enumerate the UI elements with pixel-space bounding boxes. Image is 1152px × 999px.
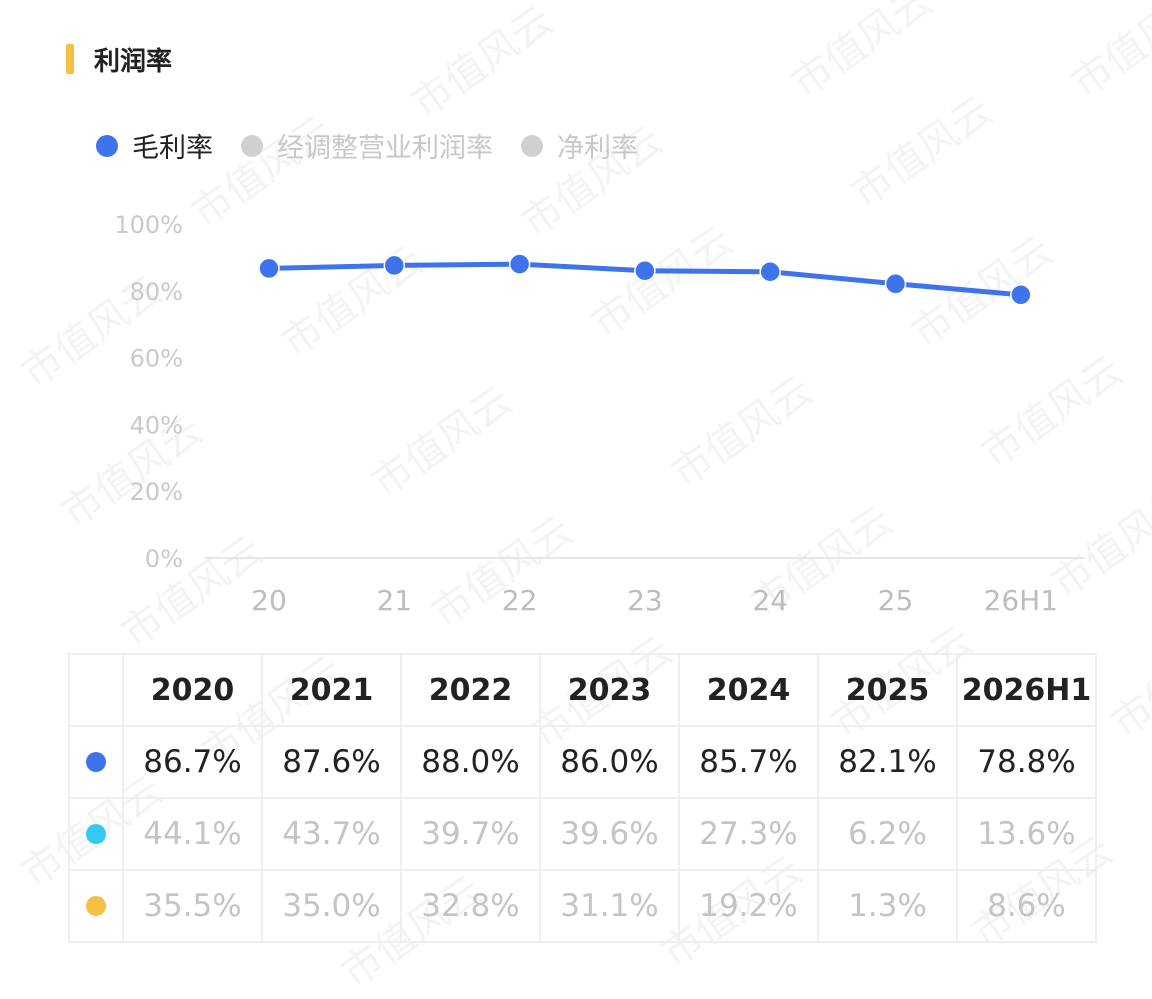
legend-marker	[521, 134, 543, 157]
year-header: 2020	[122, 653, 263, 727]
table-cell: 86.0%	[539, 725, 680, 799]
legend-marker	[96, 134, 118, 157]
series-marker	[86, 896, 106, 916]
table-cell: 88.0%	[400, 725, 541, 799]
legend-label: 毛利率	[132, 133, 213, 164]
table-cell: 1.3%	[817, 869, 958, 943]
y-tick-label: 0%	[145, 545, 183, 573]
y-tick-label: 40%	[130, 411, 183, 439]
series-marker-cell	[68, 725, 124, 799]
year-header: 2022	[400, 653, 541, 727]
table-cell: 8.6%	[956, 869, 1097, 943]
x-tick-label: 25	[878, 584, 914, 617]
data-point	[258, 257, 280, 280]
legend-label: 经调整营业利润率	[277, 133, 493, 164]
table-row: 35.5% 35.0% 32.8% 31.1% 19.2% 1.3% 8.6%	[68, 869, 1097, 943]
table-cell: 44.1%	[122, 797, 263, 871]
table-cell: 39.6%	[539, 797, 680, 871]
x-tick-label: 23	[627, 584, 663, 617]
series-marker	[86, 752, 106, 772]
table-cell: 39.7%	[400, 797, 541, 871]
table-cell: 35.0%	[261, 869, 402, 943]
series-marker-cell	[68, 869, 124, 943]
table-cell: 32.8%	[400, 869, 541, 943]
table-cell: 78.8%	[956, 725, 1097, 799]
x-tick-label: 24	[752, 584, 788, 617]
y-tick-label: 20%	[130, 478, 183, 506]
table-row: 86.7% 87.6% 88.0% 86.0% 85.7% 82.1% 78.8%	[68, 725, 1097, 799]
title-accent-bar	[66, 44, 74, 74]
table-cell: 13.6%	[956, 797, 1097, 871]
series-marker-cell	[68, 797, 124, 871]
data-point	[634, 260, 656, 282]
year-header: 2025	[817, 653, 958, 727]
watermark-text: 市值风云	[398, 0, 562, 129]
year-header: 2026H1	[956, 653, 1097, 727]
table-cell: 82.1%	[817, 725, 958, 799]
table-cell: 31.1%	[539, 869, 680, 943]
table-cell: 19.2%	[678, 869, 819, 943]
table-cell: 87.6%	[261, 725, 402, 799]
watermark-text: 市值风云	[778, 0, 942, 109]
section-header: 利润率	[66, 42, 173, 77]
watermark-text: 市值风云	[1058, 0, 1152, 109]
data-point	[508, 253, 531, 275]
table-header-row: 2020 2021 2022 2023 2024 2025 2026H1	[68, 653, 1097, 727]
table-cell: 43.7%	[261, 797, 402, 871]
data-point	[884, 273, 907, 295]
page-title: 利润率	[94, 46, 173, 77]
table-cell: 27.3%	[678, 797, 819, 871]
year-header: 2024	[678, 653, 819, 727]
legend-item[interactable]: 经调整营业利润率	[241, 126, 493, 165]
data-point	[759, 261, 781, 283]
legend-label: 净利率	[557, 133, 638, 164]
y-tick-label: 80%	[130, 278, 183, 306]
x-tick-label: 22	[502, 584, 538, 617]
table-cell: 85.7%	[678, 725, 819, 799]
table-cell: 86.7%	[122, 725, 263, 799]
line-chart: 0% 20% 40% 60% 80% 100% 20 21 22 23 24 25 26H1	[114, 211, 1085, 617]
watermark-text: 市值风云	[1098, 609, 1152, 748]
x-tick-label: 21	[376, 584, 412, 617]
table-row: 44.1% 43.7% 39.7% 39.6% 27.3% 6.2% 13.6%	[68, 797, 1097, 871]
legend-item[interactable]: 毛利率	[96, 126, 213, 165]
legend-marker	[241, 134, 263, 157]
table-cell: 6.2%	[817, 797, 958, 871]
table-corner-cell	[68, 653, 124, 727]
legend-item[interactable]: 净利率	[521, 126, 638, 165]
x-tick-label: 26H1	[984, 584, 1059, 617]
year-header: 2021	[261, 653, 402, 727]
y-tick-label: 60%	[130, 345, 183, 373]
x-tick-label: 20	[251, 584, 287, 617]
y-tick-label: 100%	[114, 211, 183, 239]
margin-table: 2020 2021 2022 2023 2024 2025 2026H1 86.7% 87.6%…	[68, 653, 1097, 943]
year-header: 2023	[539, 653, 680, 727]
series-marker	[86, 824, 106, 844]
chart-legend: 毛利率 经调整营业利润率 净利率	[96, 126, 666, 165]
table-cell: 35.5%	[122, 869, 263, 943]
data-point	[1010, 284, 1032, 306]
data-point	[383, 254, 406, 277]
